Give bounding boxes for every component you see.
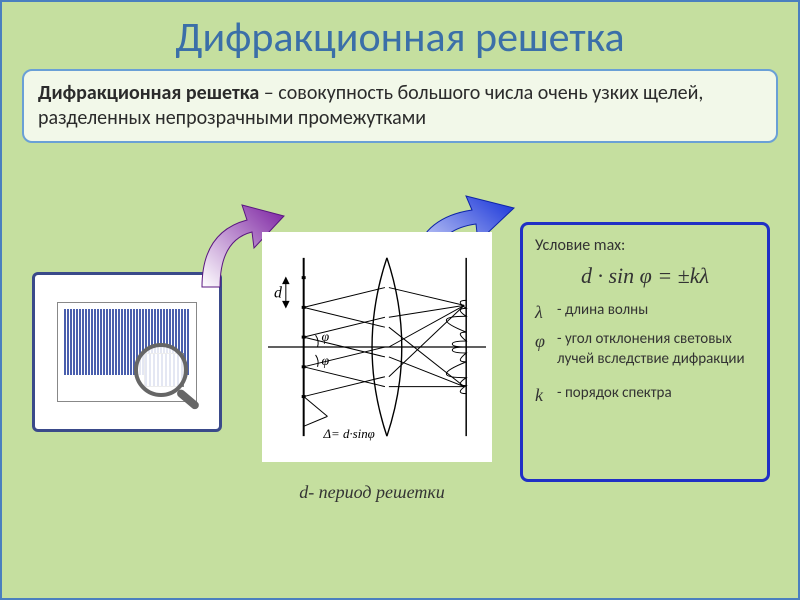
grating-card xyxy=(32,272,222,432)
term-symbol: φ xyxy=(535,329,551,370)
diffraction-diagram: d xyxy=(262,232,492,462)
label-delta: Δ= d·sinφ xyxy=(322,427,374,441)
page-title: Дифракционная решетка xyxy=(2,2,798,69)
condition-heading: Условие max: xyxy=(535,235,755,257)
term-symbol: k xyxy=(535,383,551,407)
condition-card: Условие max: d · sin φ = ±kλ λ - длина в… xyxy=(520,222,770,482)
term-symbol: λ xyxy=(535,300,551,324)
term-row: k - порядок спектра xyxy=(535,383,755,407)
label-d: d xyxy=(274,284,282,301)
term-text: - угол отклонения световых лучей вследст… xyxy=(557,329,755,370)
definition-box: Дифракционная решетка – совокупность бол… xyxy=(22,69,778,143)
content-area: d xyxy=(2,202,798,598)
term-row: λ - длина волны xyxy=(535,300,755,324)
label-phi-1: φ xyxy=(322,330,330,345)
term-row: φ - угол отклонения световых лучей вслед… xyxy=(535,329,755,370)
diagram-caption: d- период решетки xyxy=(242,482,502,503)
term-text: - порядок спектра xyxy=(557,383,672,407)
definition-term: Дифракционная решетка xyxy=(38,81,259,105)
term-text: - длина волны xyxy=(557,300,648,324)
magnifier-icon xyxy=(134,343,204,413)
label-phi-2: φ xyxy=(322,354,330,369)
grating-illustration xyxy=(57,302,197,402)
condition-formula: d · sin φ = ±kλ xyxy=(535,261,755,291)
slide: Дифракционная решетка Дифракционная реше… xyxy=(0,0,800,600)
